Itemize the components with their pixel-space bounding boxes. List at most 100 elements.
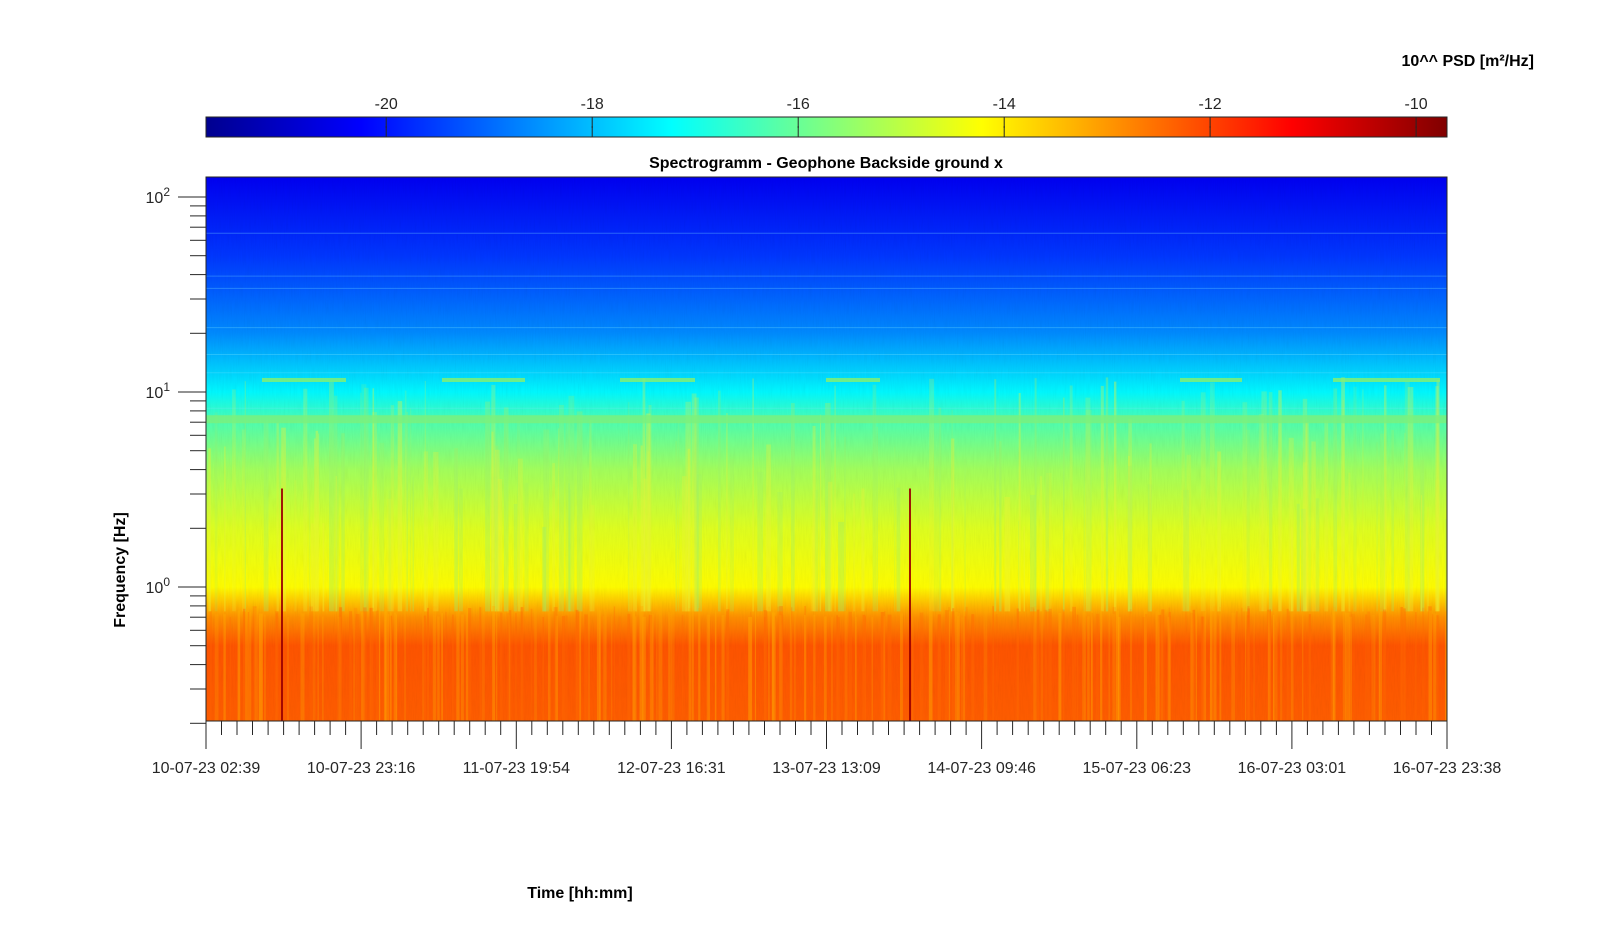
- low-frequency-streak: [670, 608, 675, 721]
- activity-streak: [696, 474, 702, 612]
- activity-streak: [513, 504, 518, 612]
- low-frequency-streak: [423, 615, 426, 721]
- low-frequency-streak: [1342, 611, 1347, 721]
- activity-streak: [648, 405, 652, 612]
- low-frequency-streak: [1144, 613, 1148, 721]
- activity-streak: [819, 454, 821, 612]
- activity-streak: [1333, 388, 1338, 612]
- low-frequency-streak: [957, 615, 959, 721]
- activity-streak: [241, 429, 246, 612]
- activity-streak: [825, 403, 831, 612]
- low-frequency-streak: [971, 614, 975, 721]
- activity-streak: [861, 488, 865, 612]
- activity-streak: [542, 526, 547, 612]
- low-frequency-streak: [422, 611, 424, 721]
- activity-streak: [1324, 420, 1329, 612]
- low-frequency-streak: [1033, 606, 1037, 721]
- low-frequency-streak: [1378, 608, 1383, 721]
- activity-streak: [729, 458, 734, 612]
- activity-streak: [1404, 381, 1410, 612]
- low-frequency-streak: [1268, 611, 1271, 721]
- low-frequency-streak: [1273, 614, 1275, 721]
- activity-streak: [1261, 391, 1267, 612]
- low-frequency-streak: [355, 614, 360, 721]
- low-frequency-streak: [209, 611, 212, 721]
- low-frequency-streak: [1231, 612, 1236, 721]
- activity-streak: [454, 448, 458, 612]
- low-frequency-streak: [1168, 607, 1171, 721]
- activity-streak: [642, 378, 646, 612]
- low-frequency-streak: [1161, 614, 1163, 721]
- activity-streak: [1127, 465, 1133, 612]
- activity-streak: [994, 379, 997, 612]
- low-frequency-streak: [1130, 613, 1133, 721]
- low-frequency-streak: [375, 610, 379, 721]
- activity-streak: [628, 519, 633, 612]
- activity-streak: [1147, 484, 1153, 612]
- low-frequency-streak: [1348, 616, 1352, 721]
- activity-streak: [757, 471, 764, 612]
- low-frequency-streak: [996, 614, 998, 721]
- low-frequency-streak: [1433, 613, 1437, 721]
- low-frequency-streak: [395, 614, 398, 721]
- low-frequency-streak: [1245, 606, 1247, 721]
- low-frequency-streak: [952, 608, 955, 721]
- low-frequency-streak: [1118, 616, 1121, 721]
- activity-streak: [726, 413, 728, 612]
- activity-streak: [646, 413, 651, 612]
- x-tick-label: 14-07-23 09:46: [927, 760, 1036, 777]
- activity-streak: [691, 393, 697, 612]
- low-frequency-streak: [887, 614, 892, 721]
- x-tick-label: 12-07-23 16:31: [617, 760, 726, 777]
- activity-streak: [360, 392, 362, 612]
- low-frequency-streak: [452, 614, 454, 721]
- colorbar-ticks: -20 -18 -16 -14 -12 -10: [375, 96, 1428, 137]
- activity-streak: [503, 407, 509, 612]
- low-frequency-streak: [275, 611, 279, 721]
- activity-streak: [559, 405, 564, 612]
- activity-streak: [589, 419, 592, 612]
- activity-streak: [1384, 385, 1387, 612]
- activity-streak: [1268, 392, 1273, 612]
- low-frequency-streak: [1427, 606, 1432, 721]
- activity-streak: [1046, 472, 1052, 612]
- low-frequency-streak: [579, 611, 582, 721]
- activity-streak: [812, 425, 816, 612]
- tonal-band: [206, 415, 1447, 424]
- activity-streak: [1085, 397, 1091, 612]
- activity-streak: [820, 414, 822, 612]
- low-frequency-streak: [584, 614, 588, 721]
- activity-streak: [208, 448, 211, 612]
- low-frequency-streak: [555, 615, 558, 721]
- low-frequency-streak: [385, 608, 388, 721]
- low-frequency-streak: [748, 616, 753, 721]
- x-tick-label: 16-07-23 23:38: [1393, 760, 1502, 777]
- activity-streak: [497, 479, 503, 612]
- low-frequency-streak: [223, 614, 226, 721]
- activity-streak: [388, 490, 392, 612]
- low-frequency-streak: [1100, 610, 1103, 721]
- low-frequency-streak: [983, 608, 988, 721]
- colorbar-tick-label: -18: [581, 96, 604, 113]
- low-frequency-streak: [726, 609, 730, 721]
- low-frequency-streak: [1330, 614, 1332, 721]
- activity-streak: [433, 452, 439, 612]
- activity-streak: [677, 419, 680, 612]
- low-frequency-streak: [339, 607, 342, 721]
- activity-streak: [1342, 399, 1344, 612]
- low-frequency-streak: [681, 614, 684, 721]
- low-frequency-streak: [1091, 612, 1093, 721]
- low-frequency-streak: [1414, 612, 1417, 721]
- low-frequency-streak: [596, 606, 600, 721]
- low-frequency-streak: [393, 612, 397, 721]
- low-frequency-streak: [1203, 611, 1207, 721]
- low-frequency-streak: [1213, 606, 1217, 721]
- activity-streak: [294, 480, 297, 612]
- low-frequency-streak: [499, 612, 503, 721]
- low-frequency-streak: [1058, 612, 1062, 721]
- colorbar-gradient: [205, 116, 1448, 138]
- low-frequency-streak: [1115, 610, 1119, 721]
- activity-streak: [694, 397, 699, 612]
- activity-streak: [1004, 497, 1011, 612]
- low-frequency-streak: [1286, 608, 1289, 721]
